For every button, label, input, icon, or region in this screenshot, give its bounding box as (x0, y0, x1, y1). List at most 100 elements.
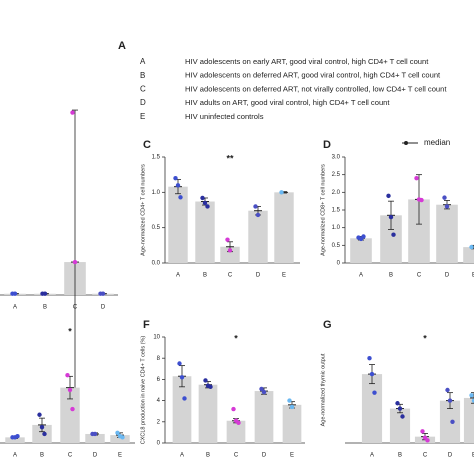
data-point (395, 401, 400, 406)
x-tick-label: B (206, 453, 210, 459)
bar (60, 387, 80, 443)
significance: * (234, 333, 238, 343)
data-point (42, 431, 47, 437)
y-tick-label: 4 (157, 398, 161, 404)
x-tick-label: B (40, 453, 44, 459)
bar (248, 210, 268, 263)
data-point (120, 435, 125, 440)
bar (361, 374, 383, 443)
y-tick-label: 0 (337, 261, 341, 267)
data-point (203, 378, 208, 383)
data-point (231, 406, 236, 412)
bar (282, 404, 302, 443)
x-tick-label: E (118, 453, 122, 459)
x-tick-label: D (445, 273, 450, 279)
y-tick-label: 8 (157, 356, 161, 362)
legend-text: HIV adolescents on deferred ART, good vi… (185, 71, 441, 80)
data-point (471, 398, 474, 403)
bar (463, 397, 474, 443)
bar (380, 215, 402, 263)
data-point (70, 110, 75, 115)
bar (350, 238, 372, 263)
bar (389, 408, 411, 443)
data-point (37, 412, 42, 417)
x-tick-label: D (101, 305, 106, 311)
y-tick-label: 0 (157, 441, 161, 447)
y-tick-label: 1.5 (152, 155, 161, 161)
data-point (202, 200, 208, 206)
data-point (255, 212, 261, 218)
legend-key: C (140, 85, 146, 94)
y-tick-label: 0.5 (152, 225, 161, 231)
bar (226, 420, 246, 443)
x-tick-label: E (282, 273, 286, 279)
data-point (289, 404, 295, 410)
y-tick-label: 2.0 (332, 190, 341, 196)
legend-key: D (140, 98, 146, 107)
x-tick-label: B (203, 273, 207, 279)
y-tick-label: 0.5 (332, 243, 341, 249)
y-axis-label: Age-normalized CD8+ T cell numbers (320, 164, 326, 256)
x-tick-label: A (370, 453, 374, 459)
data-point (208, 384, 213, 390)
bar (195, 201, 215, 263)
y-tick-label: 2 (157, 419, 161, 425)
bar (436, 204, 458, 263)
data-point (178, 195, 183, 200)
data-point (287, 398, 292, 403)
x-tick-label: B (43, 305, 47, 311)
panel-label: D (323, 139, 331, 151)
y-axis-label: CXCL8 production in naive CD4+ T cells (… (140, 336, 146, 445)
data-point (39, 424, 45, 430)
panel-label: G (323, 319, 332, 331)
data-point (444, 204, 450, 209)
x-tick-label: C (228, 273, 233, 279)
data-point (179, 375, 185, 380)
data-point (253, 204, 258, 209)
data-point (15, 434, 20, 439)
bar (110, 435, 130, 443)
bar (5, 437, 25, 443)
data-point (469, 244, 474, 250)
y-tick-label: 1.5 (332, 208, 341, 214)
bar (408, 199, 430, 263)
median-key-label: median (424, 138, 450, 147)
data-point (42, 291, 48, 296)
x-tick-label: A (359, 273, 363, 279)
data-point (67, 387, 73, 393)
x-tick-label: B (389, 273, 393, 279)
x-tick-label: D (256, 273, 261, 279)
y-axis-label: Age-normalized thymic output (320, 353, 326, 426)
data-point (205, 204, 210, 209)
x-tick-label: C (73, 305, 78, 311)
panel-label: F (143, 319, 150, 331)
data-point (445, 387, 450, 393)
panel-label: C (143, 139, 151, 151)
data-point (12, 291, 18, 296)
data-point (388, 214, 394, 220)
x-tick-label: D (448, 453, 453, 459)
data-point (72, 259, 78, 265)
data-point (261, 389, 267, 395)
legend-key: A (140, 57, 146, 66)
legend-text: HIV adults on ART, good viral control, h… (185, 98, 390, 107)
x-tick-label: E (290, 453, 294, 459)
data-point (173, 176, 178, 181)
bar (254, 391, 274, 443)
legend-key: B (140, 71, 145, 80)
data-point (414, 176, 419, 181)
data-point (361, 234, 366, 239)
data-point (369, 371, 375, 377)
data-point (227, 248, 233, 253)
data-point (442, 195, 447, 200)
legend-key: E (140, 112, 145, 121)
data-point (450, 419, 455, 424)
bar (439, 400, 461, 443)
data-point (70, 406, 75, 412)
bar (220, 246, 240, 263)
data-point (259, 386, 264, 392)
data-point (182, 396, 187, 401)
x-tick-label: A (180, 453, 184, 459)
x-tick-label: C (234, 453, 239, 459)
